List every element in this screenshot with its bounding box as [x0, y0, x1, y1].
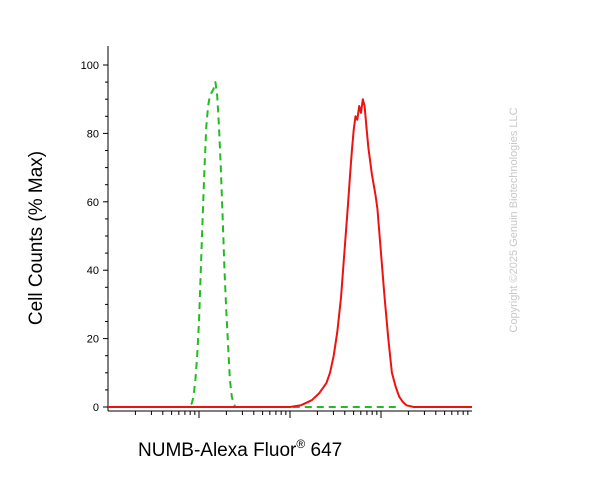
- series-layer: [108, 81, 472, 408]
- y-tick-label: 40: [87, 265, 99, 277]
- plot-axes: 0 20 40 60 80 100: [81, 46, 472, 418]
- y-tick-label: 60: [87, 197, 99, 209]
- y-tick-label: 20: [87, 334, 99, 346]
- copyright-watermark: Copyright ©2025 Genuin Biotechnologies L…: [508, 107, 520, 332]
- x-axis-label: NUMB-Alexa Fluor® 647: [138, 437, 342, 461]
- y-tick-label: 100: [81, 60, 99, 72]
- y-tick-label: 80: [87, 128, 99, 140]
- y-tick-label: 0: [93, 402, 99, 414]
- x-axis-label-main: NUMB-Alexa Fluor: [138, 440, 297, 461]
- x-axis-label-suffix: 647: [305, 440, 342, 461]
- registered-mark: ®: [296, 437, 305, 451]
- series-line-2: [108, 98, 472, 408]
- series-line-1: [108, 81, 400, 408]
- y-axis-label: Cell Counts (% Max): [26, 151, 47, 325]
